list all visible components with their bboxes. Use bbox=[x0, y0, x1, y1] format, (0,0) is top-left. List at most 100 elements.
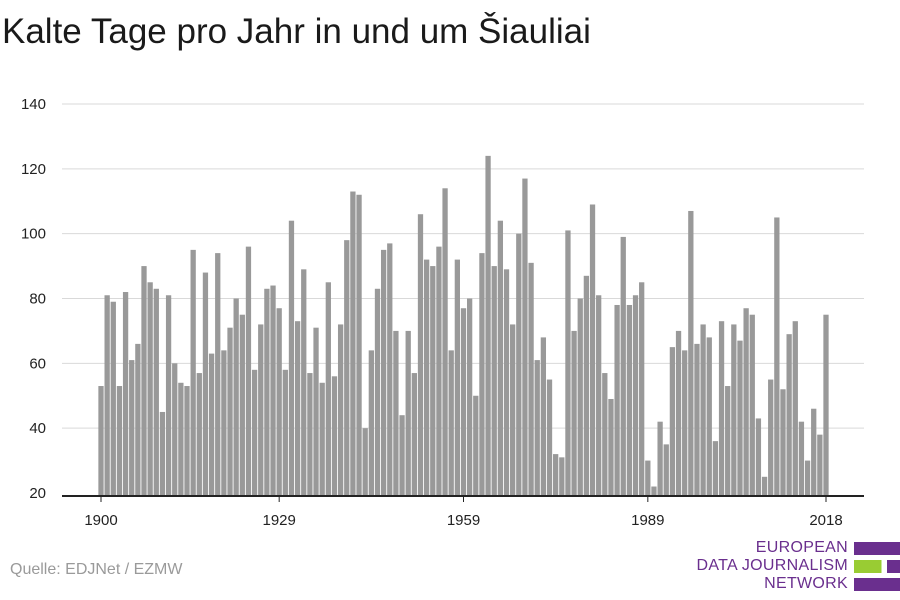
bar-1991 bbox=[657, 421, 663, 496]
bar-1945 bbox=[374, 288, 381, 496]
bar-1936 bbox=[319, 382, 325, 496]
bar-1929 bbox=[276, 308, 282, 496]
bar-1937 bbox=[325, 282, 331, 496]
bar-1924 bbox=[245, 246, 252, 496]
chart-title: Kalte Tage pro Jahr in und um Šiauliai bbox=[2, 12, 591, 51]
bar-2008 bbox=[761, 476, 768, 496]
bar-2015 bbox=[804, 460, 811, 496]
bar-1982 bbox=[602, 373, 608, 496]
bar-2003 bbox=[731, 324, 737, 496]
bar-1917 bbox=[202, 272, 209, 496]
bar-1960 bbox=[467, 298, 473, 496]
bar-1930 bbox=[282, 369, 288, 496]
logo-line-1: EUROPEAN bbox=[755, 539, 848, 556]
bar-1993 bbox=[669, 347, 676, 496]
logo-bar-bottom bbox=[854, 578, 900, 591]
bar-1964 bbox=[491, 266, 497, 496]
bar-1972 bbox=[540, 337, 547, 496]
bar-2010 bbox=[774, 217, 780, 497]
bar-2013 bbox=[792, 321, 798, 496]
bar-1925 bbox=[251, 369, 258, 496]
bar-1987 bbox=[632, 295, 639, 496]
bar-1914 bbox=[184, 386, 190, 496]
x-tick-label: 2018 bbox=[809, 512, 842, 529]
bar-1919 bbox=[215, 253, 221, 496]
bar-layer bbox=[98, 155, 829, 497]
bar-1994 bbox=[675, 330, 682, 496]
bar-1926 bbox=[258, 324, 264, 496]
bar-2006 bbox=[749, 314, 755, 496]
bar-1963 bbox=[485, 155, 491, 496]
bar-1942 bbox=[356, 194, 362, 496]
bar-1967 bbox=[510, 324, 516, 496]
bar-1920 bbox=[221, 350, 227, 496]
bar-1906 bbox=[135, 343, 141, 496]
logo-bar-middle bbox=[854, 560, 900, 573]
bar-1950 bbox=[405, 330, 411, 496]
bar-1973 bbox=[546, 379, 553, 496]
bar-1974 bbox=[553, 454, 559, 496]
bar-2001 bbox=[718, 321, 725, 496]
bar-1944 bbox=[368, 350, 374, 496]
bar-1984 bbox=[614, 304, 620, 496]
axis-layer: 20 40 60 80 100 120 140 1900 1929 1959 1989 2018 bbox=[21, 96, 864, 529]
bar-1975 bbox=[559, 457, 565, 496]
bar-1900 bbox=[98, 386, 104, 496]
x-tick-label: 1959 bbox=[447, 512, 480, 529]
bar-2005 bbox=[743, 308, 749, 496]
bar-1908 bbox=[147, 282, 153, 496]
logo-bar-top bbox=[854, 542, 900, 555]
bar-1934 bbox=[307, 373, 313, 496]
bar-1965 bbox=[497, 220, 504, 496]
bar-1932 bbox=[294, 321, 301, 496]
bar-1916 bbox=[196, 373, 202, 496]
bar-1955 bbox=[436, 246, 442, 496]
bar-1922 bbox=[233, 298, 239, 496]
bar-2000 bbox=[712, 441, 719, 496]
bar-1997 bbox=[694, 343, 700, 496]
logo-line-2: DATA JOURNALISM bbox=[696, 557, 848, 574]
bar-1911 bbox=[165, 295, 172, 496]
bar-2018 bbox=[823, 314, 829, 496]
bar-1905 bbox=[129, 360, 135, 496]
bar-1958 bbox=[454, 259, 460, 496]
bar-1968 bbox=[516, 233, 522, 496]
y-tick-label: 80 bbox=[29, 291, 46, 308]
bar-1939 bbox=[337, 324, 344, 496]
x-tick-label: 1900 bbox=[84, 512, 117, 529]
bar-1970 bbox=[528, 262, 534, 496]
bar-1995 bbox=[682, 350, 688, 496]
bar-1904 bbox=[122, 292, 129, 496]
bar-1998 bbox=[700, 324, 706, 496]
bar-2007 bbox=[755, 418, 762, 496]
edjnet-logo: EUROPEAN DATA JOURNALISM NETWORK bbox=[696, 539, 900, 595]
bar-2011 bbox=[780, 389, 786, 496]
bar-1951 bbox=[411, 373, 417, 496]
bar-1915 bbox=[190, 249, 196, 496]
bar-1947 bbox=[387, 243, 393, 496]
bar-1962 bbox=[479, 253, 485, 496]
bar-1928 bbox=[270, 285, 276, 496]
bar-1996 bbox=[688, 210, 694, 496]
bar-1910 bbox=[159, 411, 166, 496]
y-tick-label: 100 bbox=[21, 226, 46, 243]
bar-1953 bbox=[423, 259, 430, 496]
bar-2014 bbox=[798, 421, 805, 496]
y-tick-label: 20 bbox=[29, 485, 46, 502]
y-tick-label: 40 bbox=[29, 420, 46, 437]
y-tick-label: 60 bbox=[29, 355, 46, 372]
y-tick-label: 120 bbox=[21, 161, 46, 178]
bar-2017 bbox=[817, 434, 823, 496]
bar-1913 bbox=[178, 382, 184, 496]
bar-1941 bbox=[350, 191, 356, 496]
bar-1912 bbox=[172, 363, 178, 496]
bar-1971 bbox=[534, 360, 540, 496]
bar-1977 bbox=[571, 330, 577, 496]
bar-1907 bbox=[141, 266, 147, 496]
bar-1981 bbox=[596, 295, 602, 496]
bar-1909 bbox=[153, 288, 159, 496]
bar-1999 bbox=[706, 337, 712, 496]
bar-1959 bbox=[460, 308, 467, 496]
bar-1979 bbox=[583, 275, 590, 496]
